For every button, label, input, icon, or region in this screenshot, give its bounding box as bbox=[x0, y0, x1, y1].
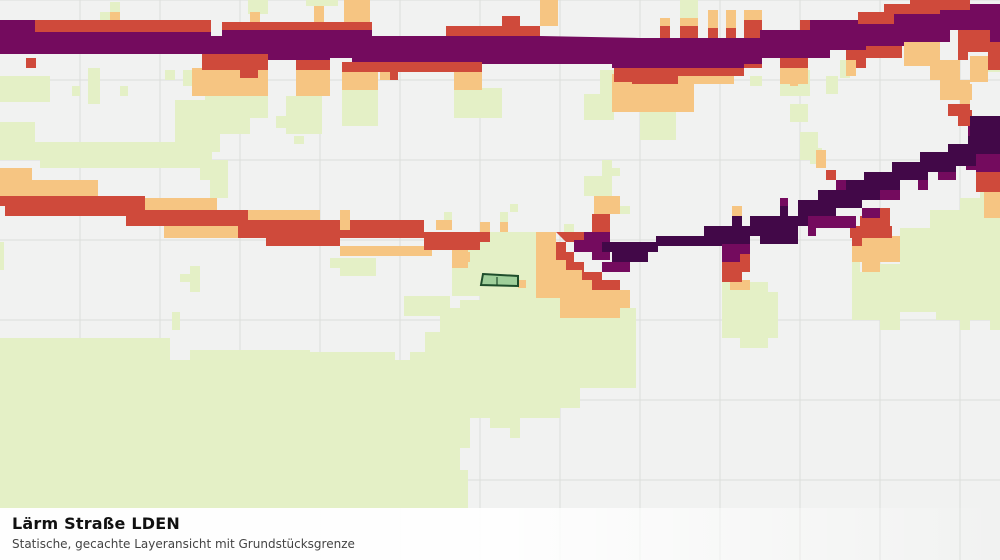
layer-subtitle: Statische, gecachte Layeransicht mit Gru… bbox=[12, 537, 355, 551]
noise-class-3-area bbox=[0, 0, 1000, 290]
noise-class-5-area bbox=[602, 116, 1000, 262]
noise-class-4-area bbox=[0, 4, 1000, 272]
layer-caption: Lärm Straße LDEN Statische, gecachte Lay… bbox=[0, 508, 1000, 560]
layer-title: Lärm Straße LDEN bbox=[12, 514, 180, 533]
parcel-boundary[interactable] bbox=[479, 272, 519, 288]
